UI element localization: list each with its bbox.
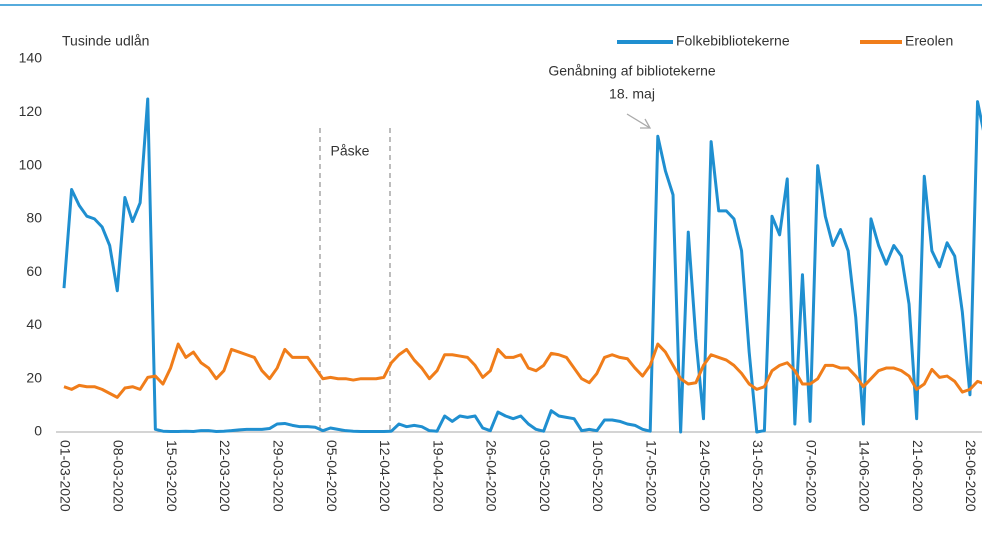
y-tick-label: 100 [19,156,43,172]
legend-label: Ereolen [905,33,953,49]
series-line [62,97,982,434]
y-tick-label: 80 [26,210,42,226]
x-tick-label: 28-06-2020 [963,440,979,512]
x-tick-label: 14-06-2020 [857,440,873,512]
x-tick-label: 15-03-2020 [164,440,180,512]
y-tick-label: 0 [34,423,42,439]
annotation-line-1: Genåbning af bibliotekerne [548,63,716,79]
x-tick-label: 08-03-2020 [111,440,127,512]
y-tick-label: 20 [26,369,42,385]
series-line [63,342,982,399]
x-tick-label: 24-05-2020 [697,440,713,512]
x-tick-label: 01-03-2020 [57,440,73,512]
x-tick-label: 12-04-2020 [377,440,393,512]
y-tick-label: 60 [26,263,42,279]
x-tick-label: 10-05-2020 [590,440,606,512]
legend-label: Folkebibliotekerne [676,33,790,49]
x-tick-label: 07-06-2020 [803,440,819,512]
x-tick-label: 26-04-2020 [484,440,500,512]
y-axis-label: Tusinde udlån [62,33,149,49]
y-tick-label: 120 [19,103,43,119]
x-tick-label: 31-05-2020 [750,440,766,512]
easter-label: Påske [331,143,370,159]
x-tick-label: 29-03-2020 [270,440,286,512]
x-tick-label: 19-04-2020 [430,440,446,512]
x-tick-label: 05-04-2020 [324,440,340,512]
x-tick-label: 21-06-2020 [910,440,926,512]
x-tick-label: 17-05-2020 [643,440,659,512]
plot-area [62,97,982,434]
y-tick-label: 40 [26,316,42,332]
annotation-line-2: 18. maj [609,86,655,102]
x-tick-label: 22-03-2020 [217,440,233,512]
y-tick-label: 140 [19,50,43,66]
annotation-arrow [626,113,652,129]
x-tick-label: 03-05-2020 [537,440,553,512]
